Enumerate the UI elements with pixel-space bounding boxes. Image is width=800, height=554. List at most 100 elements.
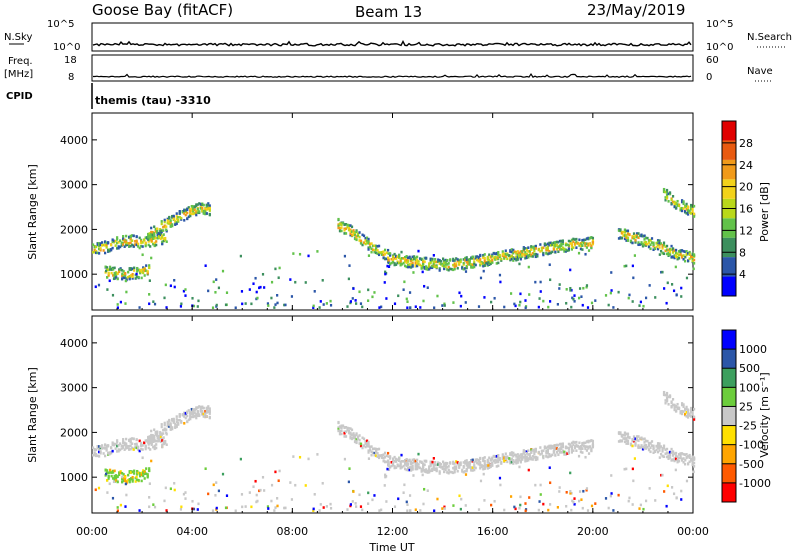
velocity-cell: [483, 462, 486, 465]
power-cell: [688, 257, 691, 261]
velocity-cell: [549, 444, 552, 448]
velocity-cell: [120, 447, 123, 450]
power-cell: [590, 246, 593, 249]
power-cell: [570, 244, 573, 247]
power-cell: [489, 262, 492, 266]
power-cell: [677, 204, 681, 208]
velocity-cell: [658, 444, 661, 448]
power-cell: [387, 252, 390, 255]
velocity-cell: [148, 467, 151, 470]
velocity-cell: [588, 445, 592, 449]
velocity-cell: [367, 491, 370, 495]
velocity-cell: [453, 468, 456, 471]
velocity-cell: [178, 413, 181, 416]
velocity-cell: [528, 452, 531, 456]
nave-label: Nave: [747, 66, 773, 77]
velocity-cell: [449, 462, 452, 465]
velocity-cell: [163, 499, 166, 503]
power-cell: [509, 258, 512, 262]
velocity-cell: [546, 455, 549, 459]
velocity-cell: [361, 446, 364, 450]
velocity-cell: [199, 410, 202, 413]
power-cell: [144, 242, 147, 245]
velocity-cell: [215, 508, 218, 511]
power-cell: [125, 243, 128, 247]
power-cell: [422, 266, 425, 269]
power-cell: [440, 260, 443, 263]
velocity-cell: [128, 480, 131, 484]
velocity-cell: [530, 448, 533, 452]
power-cell: [127, 270, 130, 274]
velocity-cell: [201, 409, 204, 413]
power-cell: [258, 286, 261, 290]
velocity-cell: [423, 463, 426, 467]
power-cell: [459, 258, 462, 261]
velocity-cell: [180, 505, 183, 509]
power-cell: [104, 271, 107, 274]
power-cell: [338, 226, 342, 230]
power-cell: [587, 249, 591, 252]
power-cell: [97, 283, 101, 287]
power-cell: [140, 238, 143, 242]
power-cell: [662, 187, 666, 191]
power-cell: [443, 264, 446, 268]
velocity-cell: [560, 445, 563, 448]
power-cell: [543, 243, 546, 247]
velocity-cell: [198, 405, 201, 408]
power-cell: [479, 253, 482, 257]
power-cell: [318, 306, 321, 309]
velocity-cell: [533, 450, 536, 454]
power-cell: [644, 240, 648, 244]
power-cell: [640, 241, 643, 244]
power-cell: [355, 302, 358, 305]
power-cell: [154, 227, 157, 231]
power-cell: [292, 252, 295, 255]
velocity-cell: [498, 476, 502, 480]
power-cell: [410, 259, 413, 263]
power-cell: [519, 257, 522, 261]
velocity-colorbar-segment: [722, 368, 736, 388]
velocity-cell: [128, 445, 131, 448]
velocity-cell: [558, 442, 561, 446]
power-cell: [539, 250, 542, 253]
power-cell: [443, 304, 446, 307]
velocity-cell: [497, 464, 500, 468]
velocity-cell: [497, 456, 500, 460]
power-cell: [165, 306, 168, 309]
velocity-cell: [571, 499, 574, 503]
power-cell: [569, 242, 572, 245]
cpid-text: themis (tau) -3310: [95, 94, 211, 107]
velocity-cell: [688, 414, 691, 417]
velocity-cell: [428, 465, 431, 468]
power-cell: [391, 260, 395, 264]
velocity-cell: [411, 464, 414, 468]
power-cell: [137, 268, 140, 272]
power-cell: [501, 252, 504, 256]
freq-label: Freq.: [8, 56, 33, 67]
power-cell: [240, 290, 244, 293]
power-cell: [377, 251, 381, 254]
power-colorbar-segment: [722, 257, 736, 277]
velocity-cell: [655, 445, 658, 448]
velocity-cell: [390, 464, 393, 468]
power-cell: [204, 212, 207, 216]
power-cell: [487, 261, 490, 264]
velocity-cell: [680, 402, 684, 405]
velocity-cell: [116, 439, 119, 442]
power-cell: [519, 292, 522, 296]
power-cell: [670, 244, 673, 248]
velocity-cell: [566, 452, 569, 455]
power-cell: [494, 255, 497, 259]
velocity-cell: [662, 444, 666, 448]
power-cell: [290, 295, 294, 298]
power-cell: [452, 268, 455, 272]
nave-tick-bottom: 0: [706, 72, 712, 83]
velocity-cell: [432, 463, 435, 467]
velocity-cell: [124, 477, 127, 480]
velocity-cell: [432, 457, 435, 460]
velocity-cell: [537, 508, 540, 512]
power-cell: [685, 202, 688, 206]
velocity-cell: [101, 447, 104, 450]
power-cell: [175, 221, 178, 224]
